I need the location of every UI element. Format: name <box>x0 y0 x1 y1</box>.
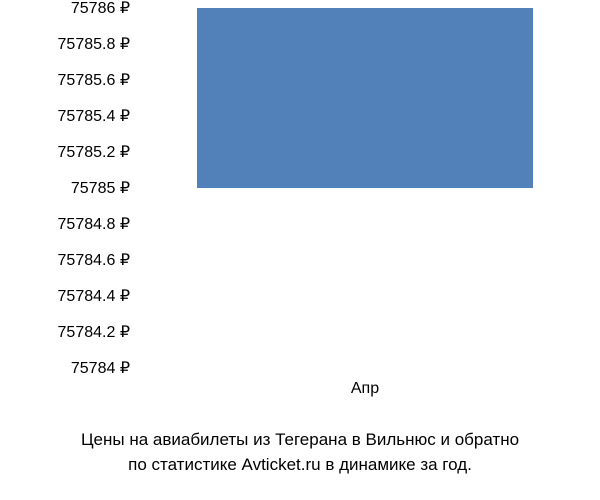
bar <box>197 8 532 188</box>
x-tick-label: Апр <box>351 380 379 398</box>
caption-line-2: по статистике Avticket.ru в динамике за … <box>0 455 600 475</box>
y-tick-label: 75786 ₽ <box>71 0 130 18</box>
y-tick-label: 75785.4 ₽ <box>58 106 130 126</box>
price-chart: 75786 ₽ 75785.8 ₽ 75785.6 ₽ 75785.4 ₽ 75785.… <box>0 0 600 500</box>
y-tick-label: 75785 ₽ <box>71 178 130 198</box>
plot-area <box>150 8 580 368</box>
y-tick-label: 75784 ₽ <box>71 358 130 378</box>
y-tick-label: 75785.6 ₽ <box>58 70 130 90</box>
caption-line-1: Цены на авиабилеты из Тегерана в Вильнюс… <box>0 430 600 450</box>
y-tick-label: 75784.4 ₽ <box>58 286 130 306</box>
y-tick-label: 75784.8 ₽ <box>58 214 130 234</box>
y-tick-label: 75784.2 ₽ <box>58 322 130 342</box>
y-tick-label: 75784.6 ₽ <box>58 250 130 270</box>
y-tick-label: 75785.2 ₽ <box>58 142 130 162</box>
y-tick-label: 75785.8 ₽ <box>58 34 130 54</box>
